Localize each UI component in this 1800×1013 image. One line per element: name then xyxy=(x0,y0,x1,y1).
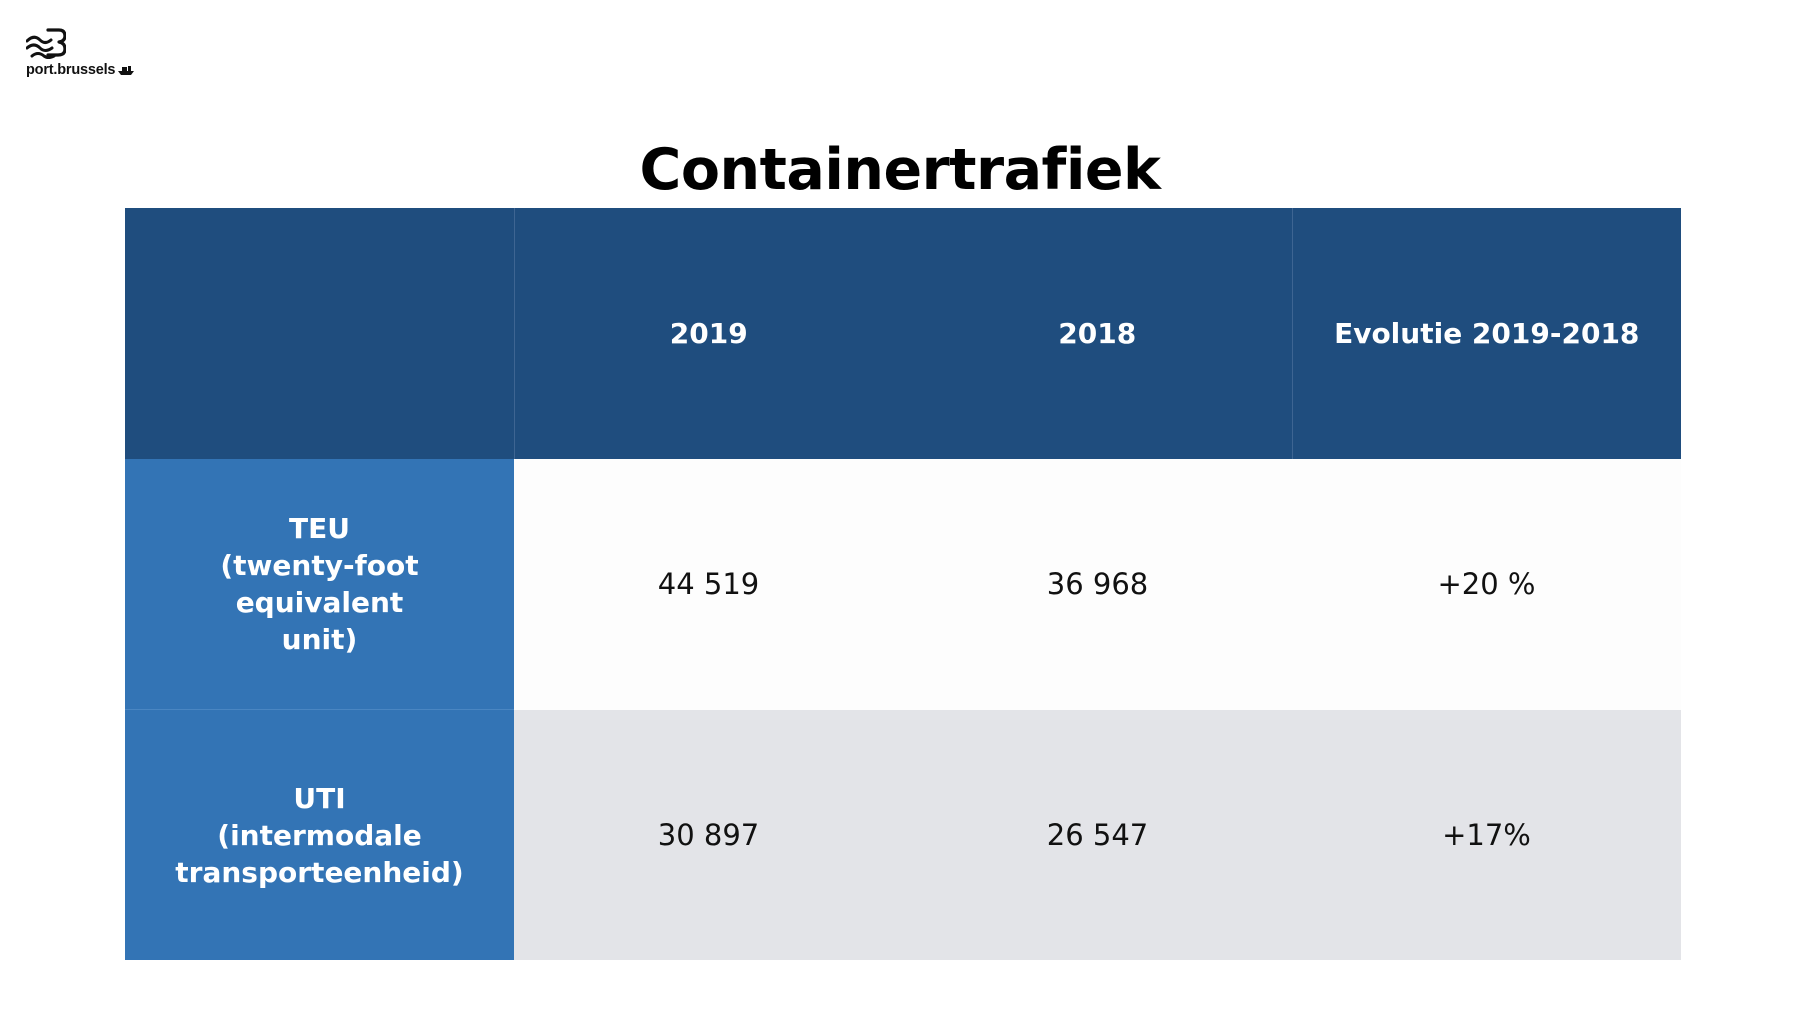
cell-teu-2018: 36 968 xyxy=(903,459,1292,710)
table-header-row: 2019 2018 Evolutie 2019-2018 xyxy=(125,208,1681,459)
cell-uti-2019: 30 897 xyxy=(514,709,903,960)
row-label-teu: TEU (twenty-foot equivalent unit) xyxy=(125,459,514,710)
header-cell-empty xyxy=(125,208,515,459)
cell-uti-evolution: +17% xyxy=(1292,709,1681,960)
header-cell-evolution: Evolutie 2019-2018 xyxy=(1291,208,1681,459)
header-cell-2018: 2018 xyxy=(903,208,1292,459)
header-cell-2019: 2019 xyxy=(514,208,903,459)
port-brussels-logo: port.brussels xyxy=(26,28,156,80)
row-label-line: (intermodale xyxy=(217,818,422,852)
cell-uti-2018: 26 547 xyxy=(903,709,1292,960)
container-traffic-table: 2019 2018 Evolutie 2019-2018 TEU (twenty… xyxy=(125,208,1681,960)
row-label-line: TEU xyxy=(289,512,350,545)
table-row-uti: UTI (intermodale transporteenheid) 30 89… xyxy=(125,709,1681,960)
row-label-uti: UTI (intermodale transporteenheid) xyxy=(125,709,514,960)
row-label-line: unit) xyxy=(281,623,358,656)
row-label-line: UTI xyxy=(293,781,346,815)
cell-teu-evolution: +20 % xyxy=(1292,459,1681,710)
logo-text: port.brussels xyxy=(26,62,116,78)
port-brussels-b-wave-logo-icon xyxy=(26,28,66,59)
cell-teu-2019: 44 519 xyxy=(514,459,903,710)
table-row-teu: TEU (twenty-foot equivalent unit) 44 519… xyxy=(125,459,1681,710)
row-label-line: transporteenheid) xyxy=(175,855,464,889)
page-title: Containertrafiek xyxy=(639,137,1161,203)
row-label-line: (twenty-foot equivalent xyxy=(220,549,419,619)
boat-icon xyxy=(118,65,135,75)
